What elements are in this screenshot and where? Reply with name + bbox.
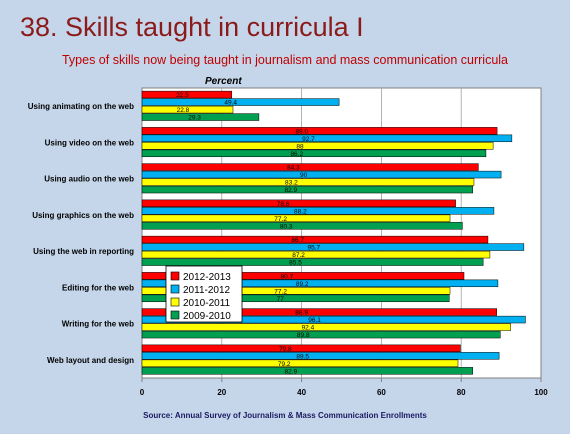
- chart-subtitle: Types of skills now being taught in jour…: [61, 53, 509, 67]
- bar: [141, 185, 474, 194]
- value-label: 89.0: [295, 128, 308, 135]
- value-label: 79.8: [279, 346, 292, 353]
- value-label: 85.5: [289, 260, 302, 267]
- source-note: Source: Annual Survey of Journalism & Ma…: [143, 411, 427, 420]
- category-label: Using video on the web: [45, 138, 134, 147]
- bar: [141, 113, 260, 121]
- bar: [141, 258, 484, 266]
- value-label: 84.3: [287, 165, 300, 172]
- value-label: 22.5: [176, 92, 189, 99]
- category-label: Using animating on the web: [28, 102, 134, 111]
- bar: [141, 90, 233, 99]
- bar: [141, 127, 498, 135]
- bar: [141, 98, 340, 106]
- bar: [141, 134, 513, 143]
- value-label: 95.7: [308, 245, 321, 252]
- x-tick-label: 100: [534, 388, 548, 397]
- category-label: Writing for the web: [62, 320, 134, 329]
- bar: [141, 170, 502, 179]
- bar: [141, 352, 500, 360]
- x-tick-label: 40: [297, 388, 306, 397]
- x-tick-label: 80: [457, 388, 466, 397]
- bar: [141, 367, 474, 375]
- legend-label: 2010-2011: [183, 298, 231, 309]
- category-label: Editing for the web: [62, 283, 134, 292]
- category-label: Using graphics on the web: [32, 211, 134, 220]
- bar: [141, 149, 487, 158]
- value-label: 86.7: [291, 237, 304, 244]
- value-label: 92.7: [302, 136, 315, 143]
- bar: [141, 163, 479, 171]
- value-label: 89.5: [296, 353, 309, 360]
- bar: [141, 330, 501, 339]
- category-label: Web layout and design: [47, 356, 134, 365]
- bar: [141, 323, 511, 331]
- value-label: 78.6: [277, 201, 290, 208]
- value-label: 83.2: [285, 180, 298, 187]
- value-label: 87.2: [292, 252, 305, 259]
- value-label: 88.2: [294, 208, 307, 215]
- x-tick-label: 20: [217, 388, 226, 397]
- value-label: 29.3: [188, 115, 201, 122]
- value-label: 49.4: [224, 100, 237, 107]
- value-label: 90: [300, 172, 308, 179]
- bar: [141, 279, 499, 288]
- value-label: 82.9: [285, 187, 298, 194]
- bar: [141, 272, 465, 280]
- value-label: 22.8: [177, 107, 190, 114]
- value-label: 96.1: [308, 317, 321, 324]
- slide-title: 38. Skills taught in curricula I: [20, 12, 364, 42]
- value-label: 77.2: [274, 216, 287, 223]
- bar: [141, 235, 489, 244]
- y-axis-label: Percent: [205, 76, 242, 87]
- legend-swatch: [170, 310, 180, 320]
- category-label: Using the web in reporting: [33, 247, 134, 256]
- value-label: 89.2: [296, 281, 309, 288]
- x-tick-label: 0: [140, 388, 145, 397]
- bar: [141, 222, 463, 230]
- bar: [141, 199, 456, 208]
- x-tick-label: 60: [377, 388, 386, 397]
- bar: [141, 243, 525, 251]
- value-label: 89.8: [297, 332, 310, 339]
- bar: [141, 214, 451, 223]
- legend-swatch: [170, 271, 180, 281]
- value-label: 82.9: [285, 368, 298, 375]
- bar: [141, 250, 491, 259]
- legend-label: 2012-2013: [183, 272, 231, 283]
- legend-swatch: [170, 284, 180, 294]
- value-label: 80.3: [280, 223, 293, 230]
- bar: [141, 207, 495, 215]
- bar: [141, 142, 494, 150]
- bar: [141, 315, 526, 324]
- value-label: 86.2: [290, 151, 303, 158]
- value-label: 88: [296, 143, 304, 150]
- value-label: 92.4: [302, 325, 315, 332]
- bar: [141, 294, 450, 303]
- bar: [141, 287, 451, 295]
- value-label: 88.9: [295, 310, 308, 317]
- value-label: 77.2: [274, 288, 287, 295]
- bar: [141, 105, 234, 114]
- category-label: Using audio on the web: [44, 175, 134, 184]
- value-label: 80.7: [281, 273, 294, 280]
- value-label: 77: [277, 296, 285, 303]
- bar: [141, 308, 497, 316]
- value-label: 79.2: [278, 361, 291, 368]
- bar: [141, 344, 461, 353]
- bar: [141, 178, 475, 186]
- legend-label: 2011-2012: [183, 285, 231, 296]
- bar: [141, 359, 459, 368]
- legend-label: 2009-2010: [183, 311, 231, 322]
- legend-swatch: [170, 297, 180, 307]
